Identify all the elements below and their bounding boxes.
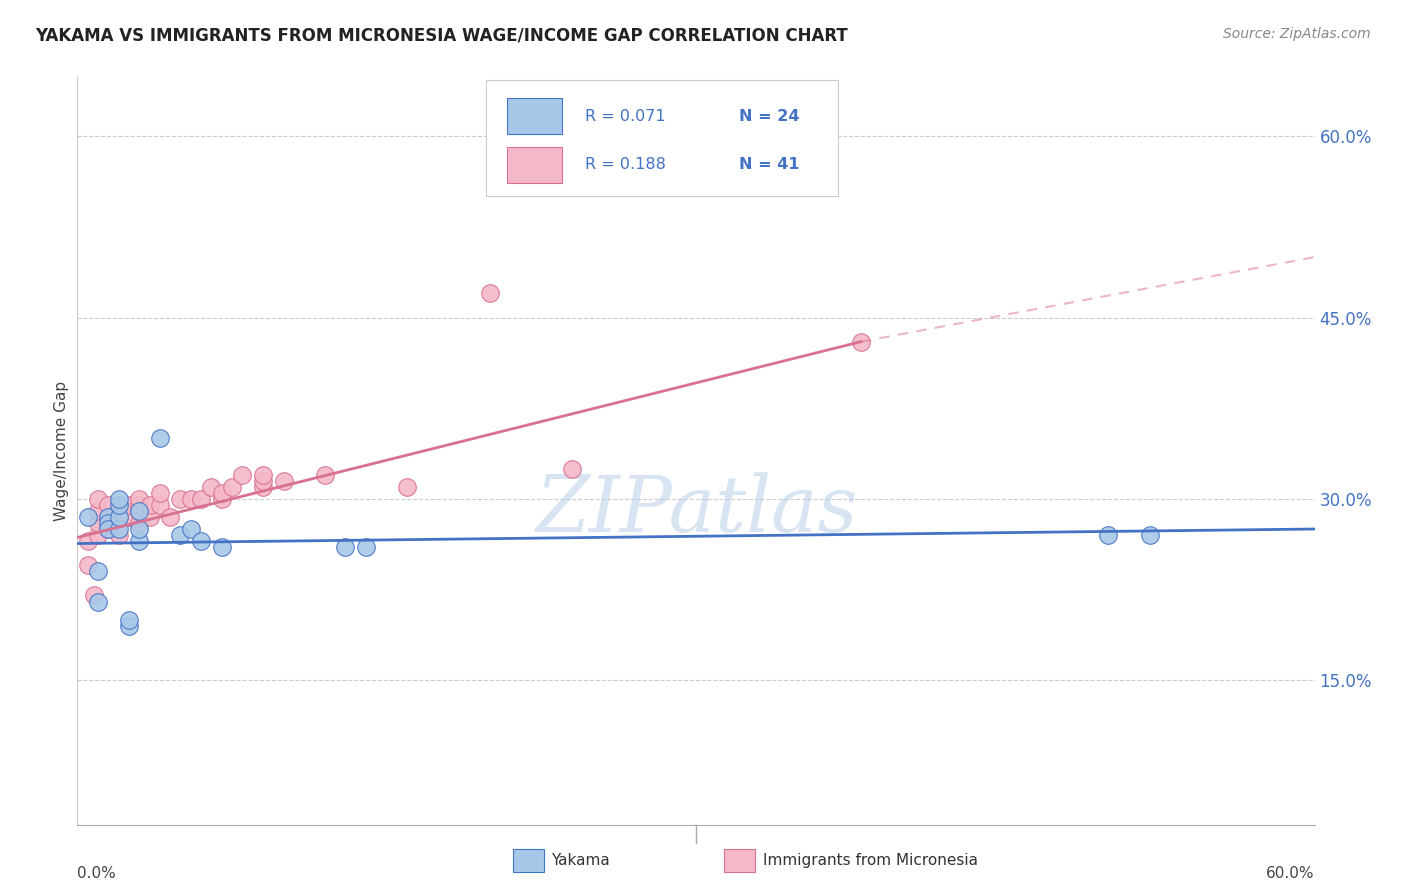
Point: [396, 480, 419, 494]
Point: [87, 594, 110, 608]
Point: [107, 504, 129, 518]
Point: [97, 516, 120, 530]
Point: [76, 558, 98, 573]
Point: [128, 534, 150, 549]
Point: [561, 461, 583, 475]
Point: [128, 498, 150, 512]
Point: [252, 474, 274, 488]
Y-axis label: Wage/Income Gap: Wage/Income Gap: [53, 380, 69, 521]
Point: [97, 498, 120, 512]
Point: [87, 564, 110, 578]
Point: [87, 504, 110, 518]
Point: [118, 613, 141, 627]
Point: [273, 474, 295, 488]
Point: [180, 491, 202, 506]
Point: [169, 491, 191, 506]
Point: [149, 498, 172, 512]
Point: [314, 467, 336, 482]
Point: [97, 510, 120, 524]
Point: [231, 467, 253, 482]
Point: [128, 504, 150, 518]
Point: [128, 516, 150, 530]
Text: YAKAMA VS IMMIGRANTS FROM MICRONESIA WAGE/INCOME GAP CORRELATION CHART: YAKAMA VS IMMIGRANTS FROM MICRONESIA WAG…: [35, 27, 848, 45]
Point: [169, 528, 191, 542]
Point: [190, 491, 212, 506]
FancyBboxPatch shape: [506, 147, 562, 183]
Text: Yakama: Yakama: [551, 854, 610, 868]
Text: 60.0%: 60.0%: [1267, 866, 1315, 881]
Text: Source: ZipAtlas.com: Source: ZipAtlas.com: [1223, 27, 1371, 41]
Point: [138, 510, 160, 524]
Point: [107, 522, 129, 536]
Text: Immigrants from Micronesia: Immigrants from Micronesia: [763, 854, 979, 868]
Point: [149, 485, 172, 500]
Point: [354, 540, 377, 554]
Point: [107, 510, 129, 524]
Point: [107, 510, 129, 524]
Point: [97, 522, 120, 536]
Text: N = 24: N = 24: [740, 109, 800, 124]
Point: [200, 480, 222, 494]
Point: [138, 498, 160, 512]
Point: [76, 534, 98, 549]
Point: [190, 534, 212, 549]
Point: [335, 540, 357, 554]
Point: [128, 491, 150, 506]
Point: [87, 528, 110, 542]
Point: [252, 480, 274, 494]
Point: [118, 510, 141, 524]
Text: 0.0%: 0.0%: [77, 866, 117, 881]
Text: N = 41: N = 41: [740, 158, 800, 172]
Point: [211, 485, 233, 500]
Point: [252, 467, 274, 482]
Point: [87, 516, 110, 530]
Point: [478, 286, 501, 301]
Text: R = 0.188: R = 0.188: [585, 158, 665, 172]
Point: [107, 498, 129, 512]
Point: [211, 540, 233, 554]
Point: [149, 431, 172, 445]
Point: [97, 522, 120, 536]
Text: ZIPatlas: ZIPatlas: [534, 472, 858, 549]
Point: [1097, 528, 1119, 542]
Point: [849, 334, 872, 349]
FancyBboxPatch shape: [506, 98, 562, 135]
Point: [1139, 528, 1161, 542]
Point: [128, 504, 150, 518]
Point: [180, 522, 202, 536]
Point: [76, 510, 98, 524]
Point: [221, 480, 243, 494]
Point: [118, 618, 141, 632]
Point: [87, 491, 110, 506]
Point: [118, 498, 141, 512]
Point: [159, 510, 181, 524]
FancyBboxPatch shape: [485, 79, 838, 195]
Point: [128, 522, 150, 536]
Point: [211, 491, 233, 506]
Point: [83, 589, 105, 603]
Text: R = 0.071: R = 0.071: [585, 109, 665, 124]
Point: [107, 491, 129, 506]
Point: [107, 528, 129, 542]
Point: [97, 510, 120, 524]
